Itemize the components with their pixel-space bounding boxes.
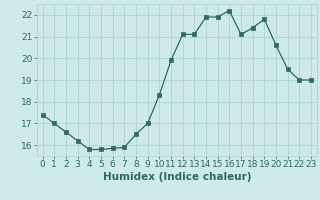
X-axis label: Humidex (Indice chaleur): Humidex (Indice chaleur) xyxy=(102,172,251,182)
